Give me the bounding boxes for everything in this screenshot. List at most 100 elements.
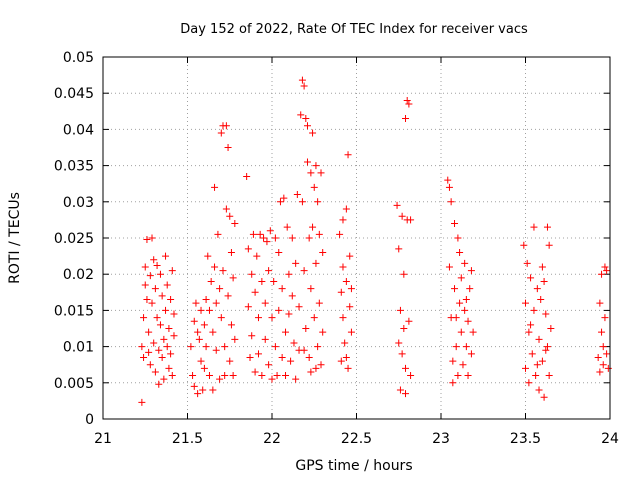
x-tick-label: 21.5	[172, 431, 203, 447]
y-tick-label: 0.045	[54, 86, 94, 102]
data-point	[197, 306, 205, 314]
data-point	[461, 306, 469, 314]
data-point	[261, 299, 269, 307]
data-point	[405, 317, 413, 325]
data-point	[293, 191, 301, 199]
data-point	[298, 76, 306, 84]
data-point	[280, 194, 288, 202]
data-point	[538, 357, 546, 365]
data-point	[168, 267, 176, 275]
data-point	[258, 277, 266, 285]
data-point	[244, 303, 252, 311]
data-point	[449, 379, 457, 387]
data-point	[449, 357, 457, 365]
data-point	[205, 306, 213, 314]
data-point	[528, 350, 536, 358]
y-tick-label: 0	[85, 412, 94, 428]
data-point	[307, 285, 315, 293]
axis-ticks: 0 0.005 0.01 0.015 0.02 0.025 0.03 0.035 0.04 0.0…	[54, 50, 619, 447]
data-point	[265, 361, 273, 369]
data-point	[212, 299, 220, 307]
data-point	[594, 353, 602, 361]
data-point	[307, 169, 315, 177]
data-point	[283, 223, 291, 231]
data-point	[290, 339, 298, 347]
data-point	[158, 353, 166, 361]
data-point	[300, 346, 308, 354]
data-point	[221, 372, 229, 380]
data-point	[407, 216, 415, 224]
data-point	[168, 372, 176, 380]
data-point	[339, 216, 347, 224]
data-point	[337, 288, 345, 296]
x-tick-label: 22	[263, 431, 281, 447]
data-point	[205, 372, 213, 380]
data-point	[190, 382, 198, 390]
x-axis-label: GPS time / hours	[295, 458, 412, 474]
data-point	[545, 372, 553, 380]
data-point	[315, 299, 323, 307]
data-point	[452, 314, 460, 322]
data-point	[246, 353, 254, 361]
data-point	[393, 201, 401, 209]
data-point	[141, 263, 149, 271]
data-point	[530, 223, 538, 231]
data-point	[224, 144, 232, 151]
data-point	[266, 227, 274, 235]
data-point	[312, 364, 320, 372]
data-point	[278, 285, 286, 293]
data-point	[287, 357, 295, 365]
data-point	[244, 245, 252, 253]
data-point	[467, 267, 475, 275]
data-point	[216, 375, 224, 383]
data-point	[202, 296, 210, 304]
data-point	[219, 267, 227, 275]
data-point	[464, 372, 472, 380]
data-point	[170, 310, 178, 318]
data-point	[153, 262, 161, 270]
data-point	[522, 299, 529, 307]
data-point	[312, 259, 320, 267]
x-tick-label: 23	[432, 431, 450, 447]
data-point	[459, 361, 467, 369]
data-point	[456, 248, 464, 256]
data-point	[211, 183, 219, 191]
data-point	[467, 350, 475, 358]
data-point	[339, 314, 347, 322]
data-point	[405, 100, 413, 108]
data-point	[457, 274, 465, 282]
data-point	[462, 296, 470, 304]
data-point	[533, 361, 541, 369]
data-point	[312, 162, 320, 170]
data-point	[282, 372, 290, 380]
data-point	[204, 252, 212, 260]
data-point	[141, 281, 149, 289]
data-point	[598, 328, 606, 336]
data-point	[300, 267, 308, 275]
y-tick-label: 0.015	[54, 303, 94, 319]
y-tick-label: 0.04	[63, 122, 94, 138]
data-point	[400, 270, 408, 278]
data-point	[396, 386, 404, 394]
data-point	[596, 299, 604, 307]
data-point	[461, 259, 469, 267]
data-point	[167, 350, 175, 358]
data-point	[160, 375, 168, 383]
data-point	[341, 339, 349, 347]
data-point	[229, 274, 237, 282]
data-point	[151, 285, 159, 293]
data-point	[346, 252, 354, 260]
data-point	[599, 343, 607, 351]
data-point	[462, 343, 470, 351]
data-point	[163, 343, 171, 351]
data-point	[222, 205, 230, 213]
data-point	[189, 372, 197, 380]
data-point	[303, 122, 311, 130]
data-point	[601, 263, 609, 271]
data-point	[227, 248, 235, 256]
data-point	[261, 335, 269, 343]
data-point	[525, 379, 533, 387]
y-axis-label: ROTI / TECUs	[7, 192, 23, 284]
data-point	[224, 292, 232, 300]
data-point	[303, 158, 311, 166]
